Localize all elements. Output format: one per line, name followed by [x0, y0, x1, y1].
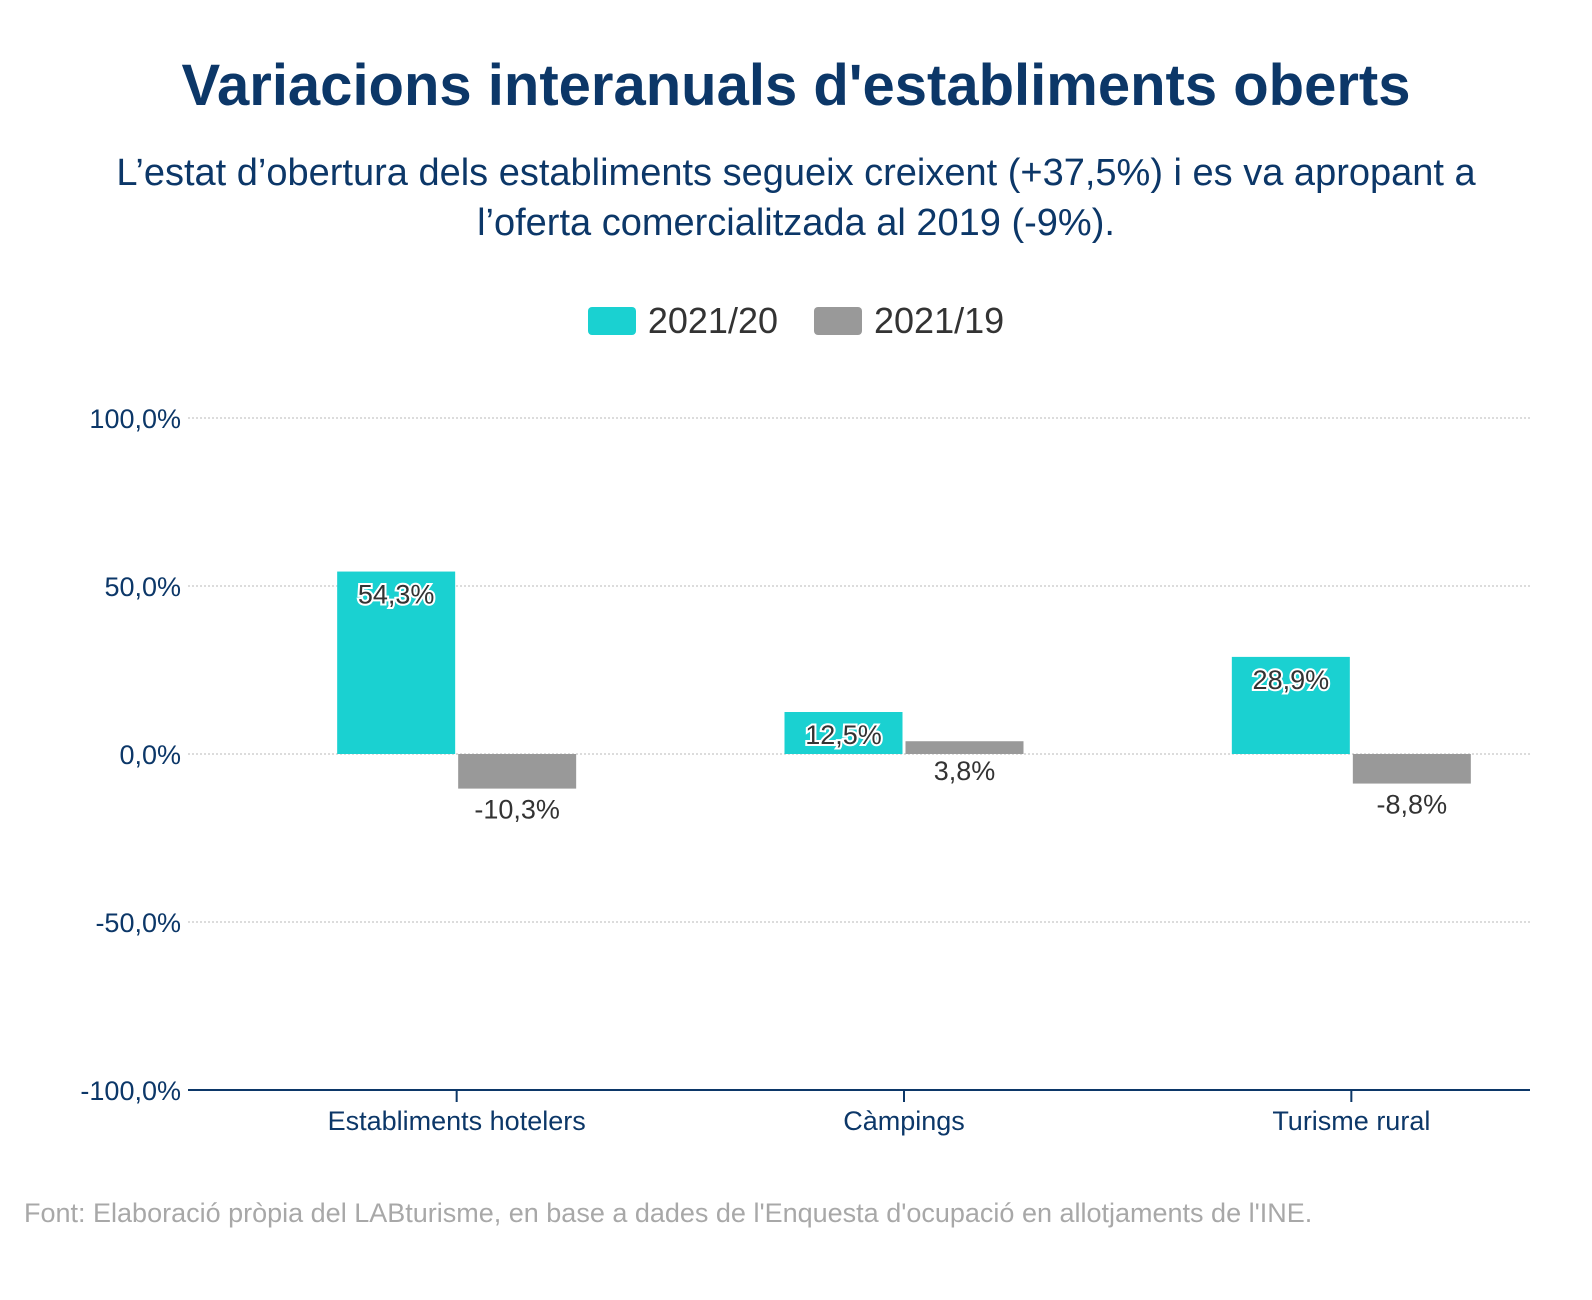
data-label: 12,5%: [805, 720, 882, 750]
x-tick-label: Establiments hotelers: [328, 1106, 586, 1136]
x-tick-label: Càmpings: [843, 1106, 965, 1136]
legend-label-series1: 2021/20: [647, 300, 778, 341]
y-tick-label: 0,0%: [119, 740, 181, 770]
data-label: -10,3%: [474, 795, 560, 825]
bar-series1: [784, 712, 903, 754]
y-tick-label: -100,0%: [80, 1076, 181, 1106]
chart-subtitle: L’estat d’obertura dels establiments seg…: [116, 152, 1476, 244]
y-tick-label: 100,0%: [89, 404, 181, 434]
legend-label-series2: 2021/19: [874, 300, 1005, 341]
x-tick-label: Turisme rural: [1272, 1106, 1430, 1136]
bar-series1: [1231, 656, 1350, 754]
data-label: 3,8%: [934, 756, 996, 786]
legend-item-series2[interactable]: 2021/19: [814, 300, 1004, 342]
chart-title: Variacions interanuals d'establiments ob…: [181, 53, 1411, 118]
y-tick-label: 50,0%: [104, 572, 181, 602]
legend-item-series1[interactable]: 2021/20: [587, 300, 778, 342]
data-label: 28,9%: [1253, 665, 1330, 695]
data-label: -8,8%: [1377, 790, 1448, 820]
y-tick-label: -50,0%: [95, 908, 181, 938]
source-note: Font: Elaboració pròpia del LABturisme, …: [24, 1198, 1313, 1228]
bar-series2: [458, 754, 577, 789]
legend-swatch-series1: [587, 307, 636, 335]
bar-series1: [337, 571, 456, 754]
bar-series2: [1352, 754, 1471, 784]
legend-swatch-series2: [814, 307, 862, 335]
legend: 2021/20 2021/19: [0, 300, 1592, 342]
data-label: 54,3%: [358, 580, 435, 610]
bar-series2: [905, 741, 1024, 754]
